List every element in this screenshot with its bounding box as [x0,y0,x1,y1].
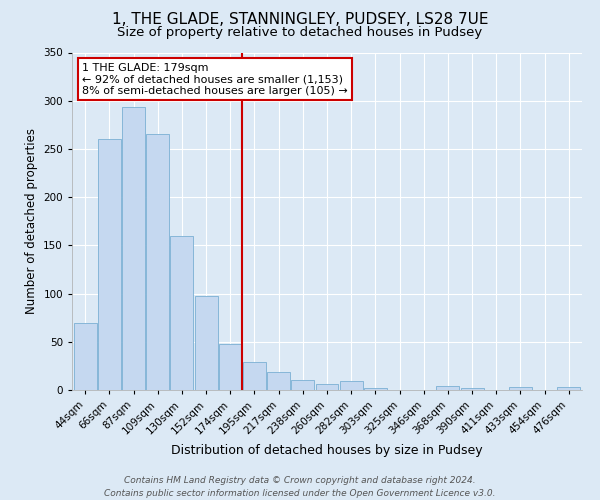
Bar [509,387,532,390]
Bar [122,108,145,390]
Text: 1, THE GLADE, STANNINGLEY, PUDSEY, LS28 7UE: 1, THE GLADE, STANNINGLEY, PUDSEY, LS28 … [112,12,488,28]
Bar [219,344,242,390]
Bar [146,134,169,390]
Bar [557,387,580,390]
Bar [461,388,484,390]
Bar [98,140,121,390]
Bar [316,384,338,390]
Bar [436,386,460,390]
Text: 1 THE GLADE: 179sqm
← 92% of detached houses are smaller (1,153)
8% of semi-deta: 1 THE GLADE: 179sqm ← 92% of detached ho… [82,62,348,96]
Bar [267,372,290,390]
Text: Contains HM Land Registry data © Crown copyright and database right 2024.
Contai: Contains HM Land Registry data © Crown c… [104,476,496,498]
Bar [243,362,266,390]
Bar [74,322,97,390]
Bar [194,296,218,390]
Bar [292,380,314,390]
Bar [340,382,362,390]
X-axis label: Distribution of detached houses by size in Pudsey: Distribution of detached houses by size … [171,444,483,457]
Bar [364,388,387,390]
Text: Size of property relative to detached houses in Pudsey: Size of property relative to detached ho… [118,26,482,39]
Bar [170,236,193,390]
Y-axis label: Number of detached properties: Number of detached properties [25,128,38,314]
